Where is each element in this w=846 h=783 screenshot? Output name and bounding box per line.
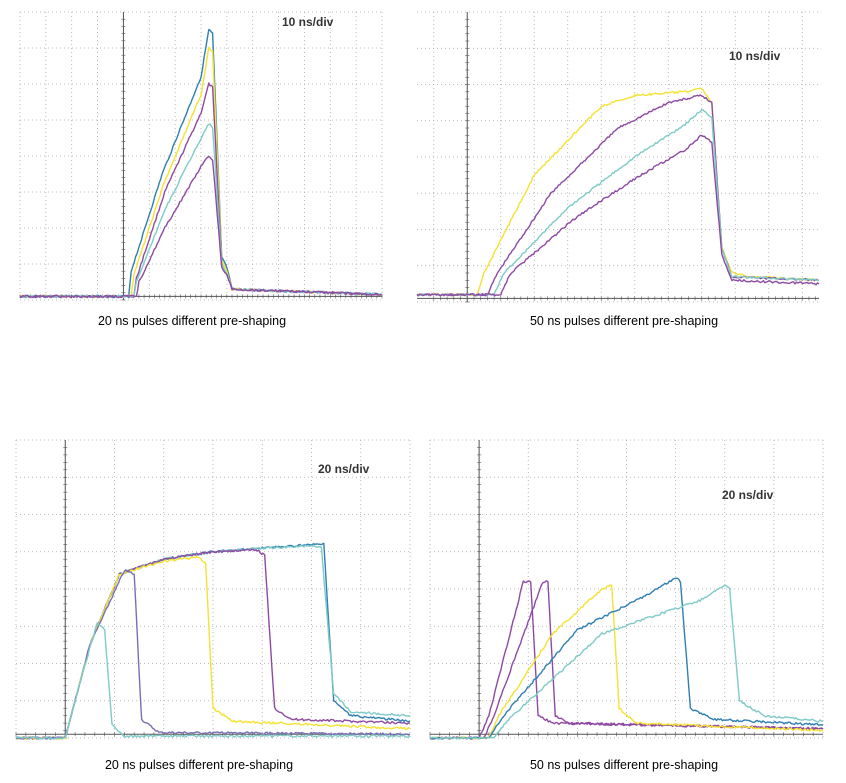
scope-plot-4: 20 ns/div [430,440,823,738]
scope-panel-1: 10 ns/div [20,12,382,300]
trace-line-4 [20,124,382,297]
grid [430,440,823,738]
scope-panel-4: 20 ns/div [430,440,823,738]
time-scale-label: 10 ns/div [729,49,781,63]
trace-line-3 [20,83,382,298]
scope-plot-2: 10 ns/div [417,12,819,302]
time-scale-label: 20 ns/div [722,488,774,502]
time-scale-label: 20 ns/div [318,462,370,476]
scope-plot-3: 20 ns/div [16,440,410,738]
grid [20,12,382,300]
trace-line-1 [20,30,382,298]
scope-panel-2: 10 ns/div [417,12,819,302]
trace-line-5 [16,570,410,739]
caption-panel-1: 20 ns pulses different pre-shaping [98,314,286,328]
scope-panel-3: 20 ns/div [16,440,410,738]
time-scale-label: 10 ns/div [282,15,334,29]
trace-line-4 [417,136,819,296]
trace-line-1 [417,88,819,296]
traces [430,578,823,739]
caption-panel-4: 50 ns pulses different pre-shaping [530,758,718,772]
caption-panel-2: 50 ns pulses different pre-shaping [530,314,718,328]
trace-line-2 [16,545,410,739]
traces [417,88,819,296]
trace-line-3 [417,110,819,296]
traces [20,30,382,298]
caption-panel-3: 20 ns pulses different pre-shaping [105,758,293,772]
scope-plot-1: 10 ns/div [20,12,382,300]
grid [16,440,410,738]
